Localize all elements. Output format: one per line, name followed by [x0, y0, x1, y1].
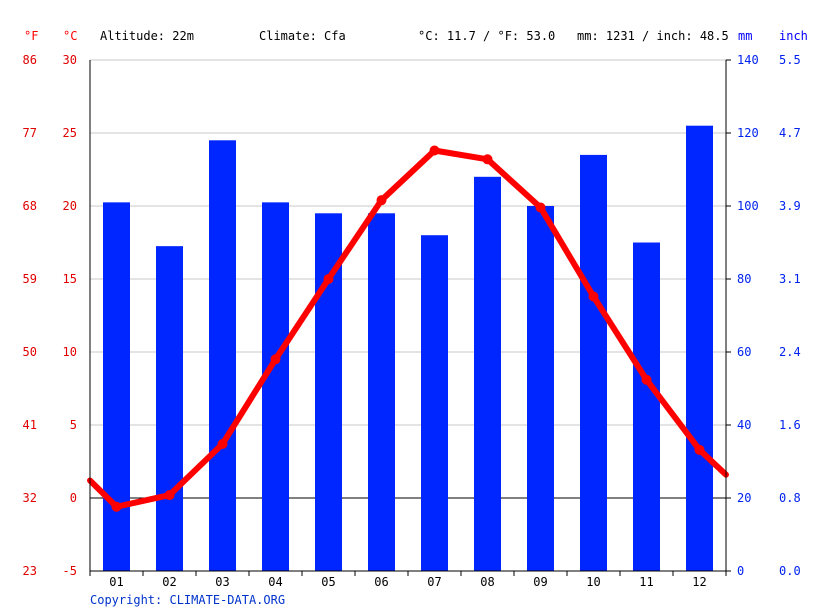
precipitation-bar: [474, 176, 501, 572]
average-temperature-label: °C: 11.7 / °F: 53.0: [418, 29, 555, 43]
precipitation-bar: [421, 235, 448, 571]
celsius-tick-label: 10: [63, 345, 77, 359]
celsius-tick-label: -5: [63, 564, 77, 578]
temperature-point: [376, 195, 387, 206]
inch-tick-label: 3.1: [779, 272, 801, 286]
fahrenheit-tick-label: 41: [23, 418, 37, 432]
fahrenheit-tick-label: 23: [23, 564, 37, 578]
month-label: 10: [586, 575, 600, 589]
tick-labels: 23 -5 0 0.032 0 20 0.841 5 40 1.650 10 60 2.459 15 80 3…: [23, 53, 801, 589]
month-label: 06: [374, 575, 388, 589]
mm-tick-label: 0: [737, 564, 744, 578]
temperature-point: [270, 354, 281, 365]
temperature-line: [87, 145, 729, 512]
precipitation-bar: [633, 242, 660, 571]
celsius-tick-label: 25: [63, 126, 77, 140]
month-label: 02: [162, 575, 176, 589]
inch-tick-label: 1.6: [779, 418, 801, 432]
precipitation-total-label: mm: 1231 / inch: 48.5: [577, 29, 729, 43]
unit-mm-label: mm: [738, 29, 752, 43]
precipitation-bar: [527, 206, 554, 571]
precipitation-bar: [156, 246, 183, 571]
axes: [89, 59, 731, 576]
temperature-point: [323, 274, 334, 284]
precipitation-bar: [686, 125, 713, 571]
inch-tick-label: 0.8: [779, 491, 801, 505]
inch-tick-label: 2.4: [779, 345, 801, 359]
month-label: 03: [215, 575, 229, 589]
temperature-point: [111, 501, 122, 512]
temperature-point: [588, 291, 599, 302]
month-label: 07: [427, 575, 441, 589]
month-label: 11: [639, 575, 653, 589]
precipitation-bar: [368, 213, 395, 572]
temperature-point: [694, 444, 705, 455]
precipitation-bar: [209, 140, 236, 572]
inch-tick-label: 0.0: [779, 564, 801, 578]
grid-lines: [90, 59, 726, 499]
temperature-point: [164, 490, 175, 501]
temperature-series-line: [87, 147, 729, 510]
temperature-point: [535, 202, 546, 213]
fahrenheit-tick-label: 68: [23, 199, 37, 213]
fahrenheit-tick-label: 50: [23, 345, 37, 359]
inch-tick-label: 5.5: [779, 53, 801, 67]
fahrenheit-tick-label: 59: [23, 272, 37, 286]
precipitation-bar: [103, 202, 130, 571]
mm-tick-label: 20: [737, 491, 751, 505]
month-label: 04: [268, 575, 282, 589]
precipitation-bar: [580, 154, 607, 571]
unit-fahrenheit-label: °F: [24, 29, 38, 43]
temperature-point: [217, 438, 228, 449]
unit-celsius-label: °C: [63, 29, 77, 43]
celsius-tick-label: 15: [63, 272, 77, 286]
fahrenheit-tick-label: 77: [23, 126, 37, 140]
mm-tick-label: 60: [737, 345, 751, 359]
precipitation-bar: [262, 202, 289, 571]
inch-tick-label: 4.7: [779, 126, 801, 140]
precipitation-bars: [103, 125, 713, 572]
unit-inch-label: inch: [779, 29, 808, 43]
mm-tick-label: 80: [737, 272, 751, 286]
month-label: 01: [109, 575, 123, 589]
month-label: 05: [321, 575, 335, 589]
mm-tick-label: 40: [737, 418, 751, 432]
fahrenheit-tick-label: 32: [23, 491, 37, 505]
temperature-point: [641, 374, 652, 385]
mm-tick-label: 100: [737, 199, 759, 213]
month-label: 08: [480, 575, 494, 589]
month-label: 12: [692, 575, 706, 589]
celsius-tick-label: 30: [63, 53, 77, 67]
temperature-point: [429, 145, 440, 156]
copyright-link[interactable]: Copyright: CLIMATE-DATA.ORG: [90, 593, 285, 607]
celsius-tick-label: 20: [63, 199, 77, 213]
celsius-tick-label: 5: [70, 418, 77, 432]
precipitation-bar: [315, 213, 342, 572]
altitude-label: Altitude: 22m: [100, 29, 194, 43]
fahrenheit-tick-label: 86: [23, 53, 37, 67]
mm-tick-label: 120: [737, 126, 759, 140]
inch-tick-label: 3.9: [779, 199, 801, 213]
celsius-tick-label: 0: [70, 491, 77, 505]
month-label: 09: [533, 575, 547, 589]
temperature-point: [482, 154, 493, 165]
climate-label: Climate: Cfa: [259, 29, 346, 43]
mm-tick-label: 140: [737, 53, 759, 67]
